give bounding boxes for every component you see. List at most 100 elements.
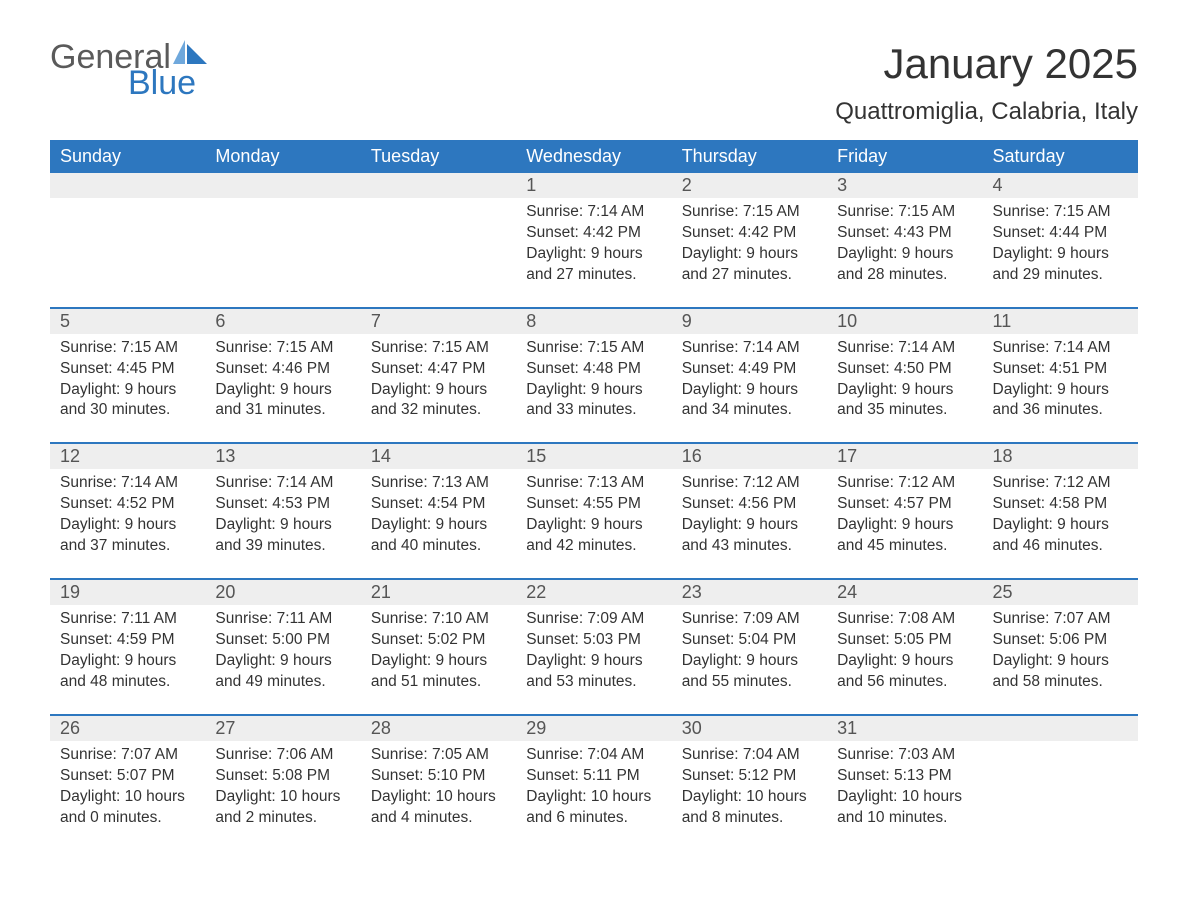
sunrise-line: Sunrise: 7:15 AM xyxy=(371,338,506,359)
calendar-body: 1234Sunrise: 7:14 AMSunset: 4:42 PMDayli… xyxy=(50,173,1138,832)
day-number: 23 xyxy=(672,579,827,605)
day-number: 22 xyxy=(516,579,671,605)
daylight-line: Daylight: 9 hours and 49 minutes. xyxy=(215,651,350,693)
day-content: Sunrise: 7:15 AMSunset: 4:48 PMDaylight:… xyxy=(516,334,671,426)
day-number-empty xyxy=(205,173,360,198)
sunrise-line: Sunrise: 7:07 AM xyxy=(993,609,1128,630)
sunset-line: Sunset: 4:49 PM xyxy=(682,359,817,380)
day-number-empty xyxy=(983,715,1138,741)
sunrise-line: Sunrise: 7:14 AM xyxy=(526,202,661,223)
daylight-line: Daylight: 9 hours and 28 minutes. xyxy=(837,244,972,286)
week-divider-cell xyxy=(50,290,1138,308)
day-content: Sunrise: 7:07 AMSunset: 5:06 PMDaylight:… xyxy=(983,605,1138,697)
day-number: 16 xyxy=(672,443,827,469)
day-header: Sunday xyxy=(50,140,205,173)
sunset-line: Sunset: 5:12 PM xyxy=(682,766,817,787)
day-content: Sunrise: 7:13 AMSunset: 4:54 PMDaylight:… xyxy=(361,469,516,561)
day-number: 27 xyxy=(205,715,360,741)
day-number-empty xyxy=(50,173,205,198)
day-number: 6 xyxy=(205,308,360,334)
day-number: 28 xyxy=(361,715,516,741)
day-number: 19 xyxy=(50,579,205,605)
sunrise-line: Sunrise: 7:14 AM xyxy=(682,338,817,359)
daylight-line: Daylight: 9 hours and 58 minutes. xyxy=(993,651,1128,693)
daylight-line: Daylight: 9 hours and 42 minutes. xyxy=(526,515,661,557)
sunrise-line: Sunrise: 7:04 AM xyxy=(526,745,661,766)
day-content: Sunrise: 7:15 AMSunset: 4:45 PMDaylight:… xyxy=(50,334,205,426)
day-header: Friday xyxy=(827,140,982,173)
sunrise-line: Sunrise: 7:15 AM xyxy=(682,202,817,223)
sunrise-line: Sunrise: 7:15 AM xyxy=(837,202,972,223)
daylight-line: Daylight: 9 hours and 35 minutes. xyxy=(837,380,972,422)
daylight-line: Daylight: 9 hours and 45 minutes. xyxy=(837,515,972,557)
week-divider xyxy=(50,290,1138,308)
daylight-line: Daylight: 9 hours and 46 minutes. xyxy=(993,515,1128,557)
day-number-row: 262728293031 xyxy=(50,715,1138,741)
day-content: Sunrise: 7:06 AMSunset: 5:08 PMDaylight:… xyxy=(205,741,360,833)
sunset-line: Sunset: 4:43 PM xyxy=(837,223,972,244)
day-number: 31 xyxy=(827,715,982,741)
sunrise-line: Sunrise: 7:15 AM xyxy=(993,202,1128,223)
sunset-line: Sunset: 4:44 PM xyxy=(993,223,1128,244)
sunrise-line: Sunrise: 7:11 AM xyxy=(215,609,350,630)
day-number: 25 xyxy=(983,579,1138,605)
week-divider-cell xyxy=(50,425,1138,443)
day-content-empty xyxy=(205,198,360,290)
day-number: 7 xyxy=(361,308,516,334)
sunrise-line: Sunrise: 7:05 AM xyxy=(371,745,506,766)
day-content: Sunrise: 7:09 AMSunset: 5:04 PMDaylight:… xyxy=(672,605,827,697)
sunrise-line: Sunrise: 7:13 AM xyxy=(526,473,661,494)
header: General Blue January 2025 Quattromiglia,… xyxy=(50,40,1138,134)
sunrise-line: Sunrise: 7:12 AM xyxy=(682,473,817,494)
daylight-line: Daylight: 9 hours and 31 minutes. xyxy=(215,380,350,422)
day-number: 13 xyxy=(205,443,360,469)
day-number: 26 xyxy=(50,715,205,741)
daylight-line: Daylight: 9 hours and 43 minutes. xyxy=(682,515,817,557)
day-number: 2 xyxy=(672,173,827,198)
daylight-line: Daylight: 10 hours and 2 minutes. xyxy=(215,787,350,829)
day-number: 18 xyxy=(983,443,1138,469)
day-number: 15 xyxy=(516,443,671,469)
daylight-line: Daylight: 9 hours and 55 minutes. xyxy=(682,651,817,693)
day-content: Sunrise: 7:13 AMSunset: 4:55 PMDaylight:… xyxy=(516,469,671,561)
sunrise-line: Sunrise: 7:10 AM xyxy=(371,609,506,630)
sunset-line: Sunset: 4:42 PM xyxy=(526,223,661,244)
day-content: Sunrise: 7:09 AMSunset: 5:03 PMDaylight:… xyxy=(516,605,671,697)
day-content: Sunrise: 7:14 AMSunset: 4:51 PMDaylight:… xyxy=(983,334,1138,426)
day-content-empty xyxy=(50,198,205,290)
day-number: 8 xyxy=(516,308,671,334)
daylight-line: Daylight: 10 hours and 10 minutes. xyxy=(837,787,972,829)
sunset-line: Sunset: 4:57 PM xyxy=(837,494,972,515)
day-number: 29 xyxy=(516,715,671,741)
day-content-row: Sunrise: 7:11 AM Sunset: 4:59 PM Daylight:… xyxy=(50,605,1138,697)
sunrise-line: Sunrise: 7:09 AM xyxy=(682,609,817,630)
daylight-line: Daylight: 10 hours and 6 minutes. xyxy=(526,787,661,829)
day-content: Sunrise: 7:04 AMSunset: 5:11 PMDaylight:… xyxy=(516,741,671,833)
title-block: January 2025 Quattromiglia, Calabria, It… xyxy=(835,40,1138,134)
day-header: Wednesday xyxy=(516,140,671,173)
day-content-row: Sunrise: 7:14 AMSunset: 4:52 PMDaylight:… xyxy=(50,469,1138,561)
sunset-line: Sunset: 4:59 PM xyxy=(60,630,195,651)
day-content: Sunrise: 7:14 AMSunset: 4:49 PMDaylight:… xyxy=(672,334,827,426)
day-content: Sunrise: 7:04 AMSunset: 5:12 PMDaylight:… xyxy=(672,741,827,833)
day-content: Sunrise: 7:15 AMSunset: 4:47 PMDaylight:… xyxy=(361,334,516,426)
sunrise-line: Sunrise: 7:04 AM xyxy=(682,745,817,766)
daylight-line: Daylight: 9 hours and 32 minutes. xyxy=(371,380,506,422)
day-number: 30 xyxy=(672,715,827,741)
day-header: Thursday xyxy=(672,140,827,173)
day-header: Saturday xyxy=(983,140,1138,173)
sunset-line: Sunset: 5:07 PM xyxy=(60,766,195,787)
day-number: 17 xyxy=(827,443,982,469)
daylight-line: Daylight: 9 hours and 53 minutes. xyxy=(526,651,661,693)
day-number: 9 xyxy=(672,308,827,334)
day-content-empty xyxy=(983,741,1138,833)
day-number: 1 xyxy=(516,173,671,198)
day-number: 4 xyxy=(983,173,1138,198)
daylight-line: Daylight: 9 hours and 27 minutes. xyxy=(682,244,817,286)
sunrise-line: Sunrise: 7:09 AM xyxy=(526,609,661,630)
daylight-line: Daylight: 9 hours and 39 minutes. xyxy=(215,515,350,557)
sunrise-line: Sunrise: 7:12 AM xyxy=(993,473,1128,494)
sunset-line: Sunset: 4:54 PM xyxy=(371,494,506,515)
day-number: 10 xyxy=(827,308,982,334)
day-number-row: 12131415161718 xyxy=(50,443,1138,469)
